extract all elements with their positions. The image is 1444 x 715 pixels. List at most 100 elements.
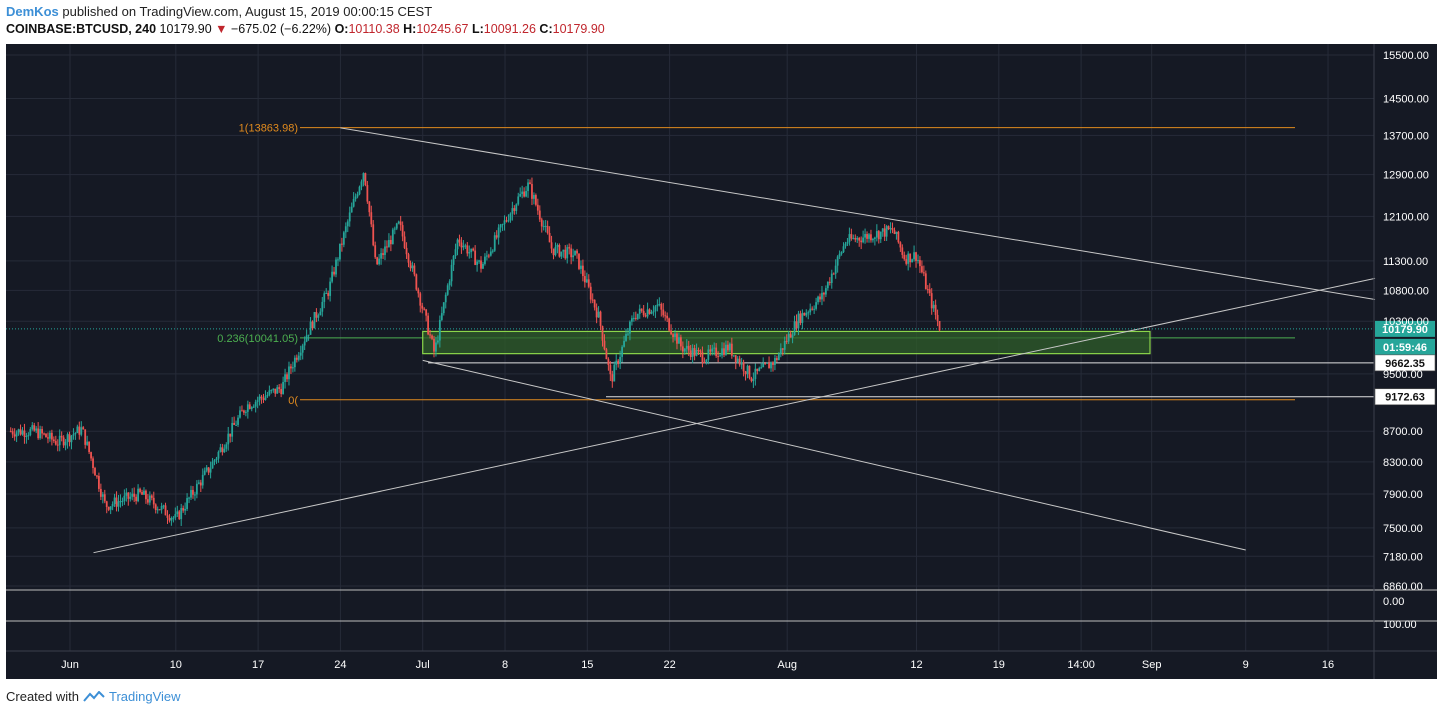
candle-body xyxy=(497,227,500,238)
tradingview-brand[interactable]: TradingView xyxy=(108,689,181,704)
candle-body xyxy=(421,305,424,309)
candle-body xyxy=(789,333,792,338)
candle-body xyxy=(203,470,206,475)
candle-body xyxy=(676,333,678,344)
candle-body xyxy=(474,250,477,265)
candle-body xyxy=(295,357,298,360)
candle-body xyxy=(748,365,751,379)
candle-body xyxy=(813,308,816,310)
author-name[interactable]: DemKos xyxy=(6,4,59,19)
candle-body xyxy=(405,247,408,255)
candle-body xyxy=(881,228,884,232)
candle-body xyxy=(776,358,778,361)
candle-body xyxy=(119,501,122,503)
candle-body xyxy=(672,334,674,337)
candle-body xyxy=(809,308,812,313)
candle-body xyxy=(435,342,437,352)
candle-body xyxy=(513,208,516,211)
candle-body xyxy=(243,410,245,413)
candle-body xyxy=(346,221,349,227)
candle-body xyxy=(454,249,457,256)
candle-body xyxy=(844,243,847,247)
y-tick-label: 6860.00 xyxy=(1383,581,1423,593)
axes: Jun 10 17 24 Jul 8 15 22 Aug 12 19 14:00 Sep 9 16 15500… xyxy=(6,44,1437,679)
candle-body xyxy=(276,387,279,394)
candle-body xyxy=(519,193,522,197)
candle-body xyxy=(838,253,841,257)
candle-body xyxy=(601,326,604,341)
candle-body xyxy=(182,508,185,511)
candle-body xyxy=(540,219,543,227)
candle-body xyxy=(235,424,237,426)
indicator-tick-label: 100.00 xyxy=(1383,619,1417,631)
candle-body xyxy=(591,299,594,301)
candle-body xyxy=(826,281,829,289)
candle-body xyxy=(131,493,134,497)
symbol-info: COINBASE:BTCUSD, 240 10179.90 ▼ −675.02 … xyxy=(6,22,605,36)
open-value: 10110.38 xyxy=(348,22,400,36)
candle-body xyxy=(113,497,116,505)
candle-body xyxy=(47,437,49,439)
candle-body xyxy=(723,348,725,355)
candle-body xyxy=(797,313,800,329)
candle-body xyxy=(854,238,857,240)
candle-body xyxy=(433,338,435,352)
candle-body xyxy=(301,345,304,353)
candle-body xyxy=(282,381,285,395)
candle-body xyxy=(783,340,786,350)
candle-body xyxy=(819,296,821,300)
candle-body xyxy=(160,505,163,510)
candle-body xyxy=(870,234,872,241)
candle-body xyxy=(364,173,367,186)
candle-body xyxy=(415,274,418,290)
candle-body xyxy=(188,497,190,499)
candle-body xyxy=(472,248,475,251)
candle-body xyxy=(566,247,569,259)
candle-body xyxy=(317,315,320,318)
candle-body xyxy=(82,427,85,430)
candle-body xyxy=(678,337,680,344)
candle-body xyxy=(919,260,921,267)
candle-body xyxy=(76,426,79,434)
candle-body xyxy=(148,495,151,503)
candle-body xyxy=(899,242,902,248)
candle-body xyxy=(484,256,486,264)
candle-body xyxy=(548,233,551,243)
candle-body xyxy=(619,356,622,364)
candle-body xyxy=(862,237,865,243)
candle-body xyxy=(523,191,526,197)
candle-body xyxy=(589,286,592,300)
horizontal-line-badge: 9172.63 xyxy=(1385,392,1425,404)
candle-body xyxy=(691,348,694,358)
candle-body xyxy=(582,265,584,277)
candle-body xyxy=(374,245,377,258)
candle-body xyxy=(503,220,506,225)
candle-body xyxy=(419,293,422,306)
candle-body xyxy=(391,229,394,245)
candle-body xyxy=(60,435,63,438)
candle-body xyxy=(799,313,802,323)
candle-body xyxy=(501,224,504,226)
candle-body xyxy=(411,265,414,269)
candle-body xyxy=(9,431,12,433)
candle-body xyxy=(368,201,371,213)
created-with-text: Created with xyxy=(6,689,79,704)
candle-body xyxy=(152,497,155,505)
candle-body xyxy=(362,173,365,182)
candle-body xyxy=(478,260,480,262)
candle-body xyxy=(564,249,567,259)
x-tick-label: Sep xyxy=(1142,659,1162,671)
candle-body xyxy=(656,304,659,307)
candle-body xyxy=(178,511,181,520)
candle-body xyxy=(883,228,886,237)
candle-body xyxy=(350,206,353,213)
candle-body xyxy=(105,501,108,507)
candle-body xyxy=(340,243,343,245)
candle-body xyxy=(660,304,663,310)
price-change: −675.02 (−6.22%) xyxy=(231,22,332,36)
candle-body xyxy=(536,204,539,211)
candle-body xyxy=(758,368,761,371)
candle-body xyxy=(440,313,443,320)
candle-body xyxy=(685,345,688,349)
